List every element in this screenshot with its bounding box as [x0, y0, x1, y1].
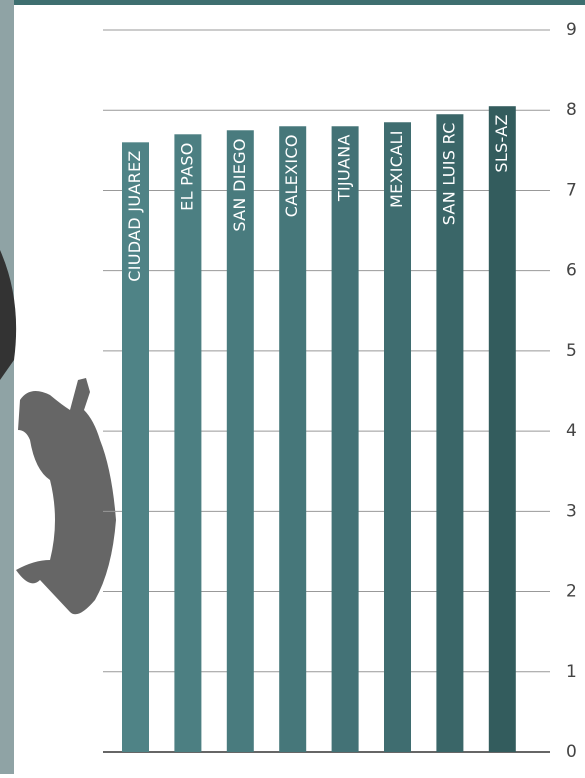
photo-edge	[0, 0, 14, 774]
bar	[174, 134, 202, 753]
category-label: SAN LUIS RC	[439, 122, 458, 225]
category-label: EL PASO	[177, 142, 196, 211]
y-tick-label: 3	[566, 501, 577, 521]
bar	[122, 142, 149, 753]
category-label: CIUDAD JUAREZ	[125, 150, 144, 281]
category-label: SLS-AZ	[492, 114, 511, 172]
y-tick-label: 5	[566, 341, 577, 361]
bar	[436, 114, 464, 752]
bar	[384, 122, 411, 752]
bar	[488, 106, 516, 752]
photo-shape	[0, 250, 17, 380]
category-label: MEXICALI	[387, 130, 406, 208]
bar	[279, 126, 307, 753]
category-label: CALEXICO	[282, 134, 301, 217]
y-tick-label: 9	[566, 20, 577, 40]
y-tick-label: 7	[566, 180, 577, 200]
y-tick-label: 4	[566, 421, 577, 441]
y-tick-label: 8	[566, 100, 577, 120]
top-strip	[0, 0, 585, 5]
y-tick-label: 1	[566, 662, 577, 682]
bar	[226, 130, 254, 752]
y-tick-label: 2	[566, 582, 577, 602]
category-label: TIJUANA	[335, 134, 354, 202]
y-tick-label: 6	[566, 261, 577, 281]
silhouette	[16, 378, 116, 615]
y-tick-label: 0	[566, 742, 577, 762]
bar	[331, 126, 359, 753]
category-label: SAN DIEGO	[230, 138, 249, 231]
